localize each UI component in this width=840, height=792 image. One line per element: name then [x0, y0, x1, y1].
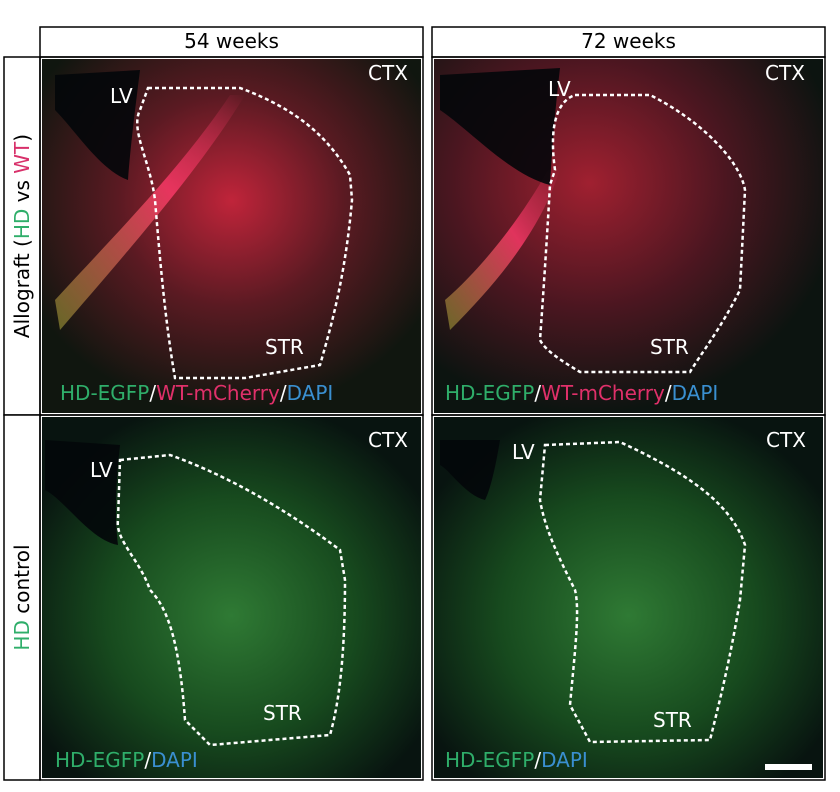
stain-part: DAPI	[541, 748, 588, 772]
stain-legend: HD-EGFP/DAPI	[445, 748, 588, 772]
stain-part: /	[280, 381, 287, 405]
stain-part: WT-mCherry	[156, 381, 280, 405]
fluorescent-streak	[55, 95, 245, 330]
stain-part: /	[144, 748, 151, 772]
region-label: STR	[265, 335, 304, 359]
region-label: LV	[512, 440, 535, 464]
region-label: LV	[110, 84, 133, 108]
region-label: LV	[90, 458, 113, 482]
region-label: CTX	[368, 61, 408, 85]
stain-legend: HD-EGFP/WT-mCherry/DAPI	[60, 381, 333, 405]
fluorescent-streak	[445, 170, 560, 330]
stain-legend: HD-EGFP/DAPI	[55, 748, 198, 772]
stain-part: /	[534, 381, 541, 405]
striatum-outline	[135, 86, 354, 380]
stain-part: HD-EGFP	[445, 748, 534, 772]
row-label-part: control	[10, 544, 34, 620]
row-label-part: WT	[10, 141, 34, 174]
stain-part: /	[665, 381, 672, 405]
region-label: LV	[548, 77, 571, 101]
stain-part: /	[534, 748, 541, 772]
panel-border	[431, 414, 826, 781]
micrograph	[434, 417, 823, 778]
stain-part: /	[149, 381, 156, 405]
column-header: 54 weeks	[184, 29, 279, 53]
ventricle	[440, 68, 560, 185]
stain-part: DAPI	[151, 748, 198, 772]
striatum-outline	[538, 93, 747, 374]
scale-bar	[765, 764, 812, 770]
row-label: Allograft (HD vs WT)	[10, 134, 34, 338]
stain-part: WT-mCherry	[541, 381, 665, 405]
row-label-part: )	[10, 134, 34, 142]
column-header-box	[431, 26, 826, 58]
stain-part: HD-EGFP	[55, 748, 144, 772]
stain-legend: HD-EGFP/WT-mCherry/DAPI	[445, 381, 718, 405]
striatum-outline	[116, 453, 347, 747]
ventricle	[55, 70, 140, 180]
row-label-part: Allograft (	[10, 239, 34, 338]
region-label: CTX	[368, 428, 408, 452]
row-label-part: HD	[10, 620, 34, 650]
stain-part: DAPI	[672, 381, 719, 405]
stain-part: HD-EGFP	[445, 381, 534, 405]
row-label: HD control	[10, 544, 34, 650]
row-label-part: vs	[10, 174, 34, 209]
column-header-box	[39, 26, 424, 58]
column-header: 72 weeks	[581, 29, 676, 53]
row-label-part: HD	[10, 209, 34, 239]
region-label: STR	[650, 335, 689, 359]
stain-part: HD-EGFP	[60, 381, 149, 405]
ventricle	[440, 440, 500, 500]
ventricle	[45, 440, 120, 545]
panel-border	[39, 414, 424, 781]
region-label: CTX	[765, 61, 805, 85]
stain-part: DAPI	[287, 381, 334, 405]
region-label: CTX	[766, 428, 806, 452]
region-label: STR	[263, 701, 302, 725]
striatum-outline	[538, 440, 747, 744]
region-label: STR	[653, 708, 692, 732]
